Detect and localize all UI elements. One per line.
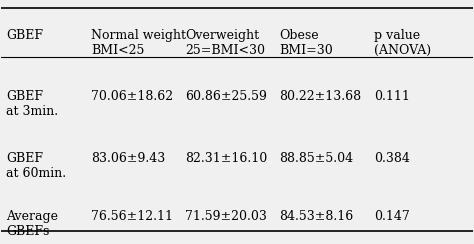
- Text: 60.86±25.59: 60.86±25.59: [185, 90, 267, 102]
- Text: 84.53±8.16: 84.53±8.16: [279, 210, 354, 223]
- Text: 76.56±12.11: 76.56±12.11: [91, 210, 173, 223]
- Text: 80.22±13.68: 80.22±13.68: [279, 90, 362, 102]
- Text: 70.06±18.62: 70.06±18.62: [91, 90, 173, 102]
- Text: GBEF: GBEF: [6, 29, 43, 42]
- Text: Obese
BMI=30: Obese BMI=30: [279, 29, 333, 57]
- Text: 0.147: 0.147: [374, 210, 410, 223]
- Text: p value
(ANOVA): p value (ANOVA): [374, 29, 431, 57]
- Text: 0.384: 0.384: [374, 152, 410, 165]
- Text: GBEF
at 60min.: GBEF at 60min.: [6, 152, 66, 180]
- Text: 71.59±20.03: 71.59±20.03: [185, 210, 267, 223]
- Text: Average
GBEFs: Average GBEFs: [6, 210, 58, 238]
- Text: Overweight
25=BMI<30: Overweight 25=BMI<30: [185, 29, 265, 57]
- Text: 83.06±9.43: 83.06±9.43: [91, 152, 165, 165]
- Text: 0.111: 0.111: [374, 90, 410, 102]
- Text: Normal weight
BMI<25: Normal weight BMI<25: [91, 29, 186, 57]
- Text: 88.85±5.04: 88.85±5.04: [279, 152, 354, 165]
- Text: 82.31±16.10: 82.31±16.10: [185, 152, 267, 165]
- Text: GBEF
at 3min.: GBEF at 3min.: [6, 90, 58, 118]
